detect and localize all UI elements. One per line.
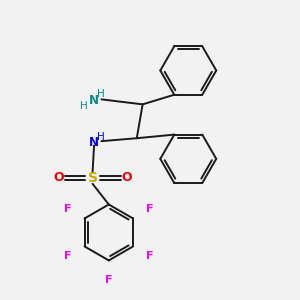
Text: H: H xyxy=(80,101,88,111)
Text: N: N xyxy=(89,136,99,149)
Text: N: N xyxy=(89,94,99,107)
Text: O: O xyxy=(53,172,64,184)
Text: H: H xyxy=(97,132,104,142)
Text: O: O xyxy=(121,172,132,184)
Text: F: F xyxy=(105,274,112,285)
Text: H: H xyxy=(97,89,105,99)
Text: F: F xyxy=(146,251,153,261)
Text: F: F xyxy=(146,204,153,214)
Text: F: F xyxy=(64,204,72,214)
Text: S: S xyxy=(88,171,98,185)
Text: F: F xyxy=(64,251,72,261)
